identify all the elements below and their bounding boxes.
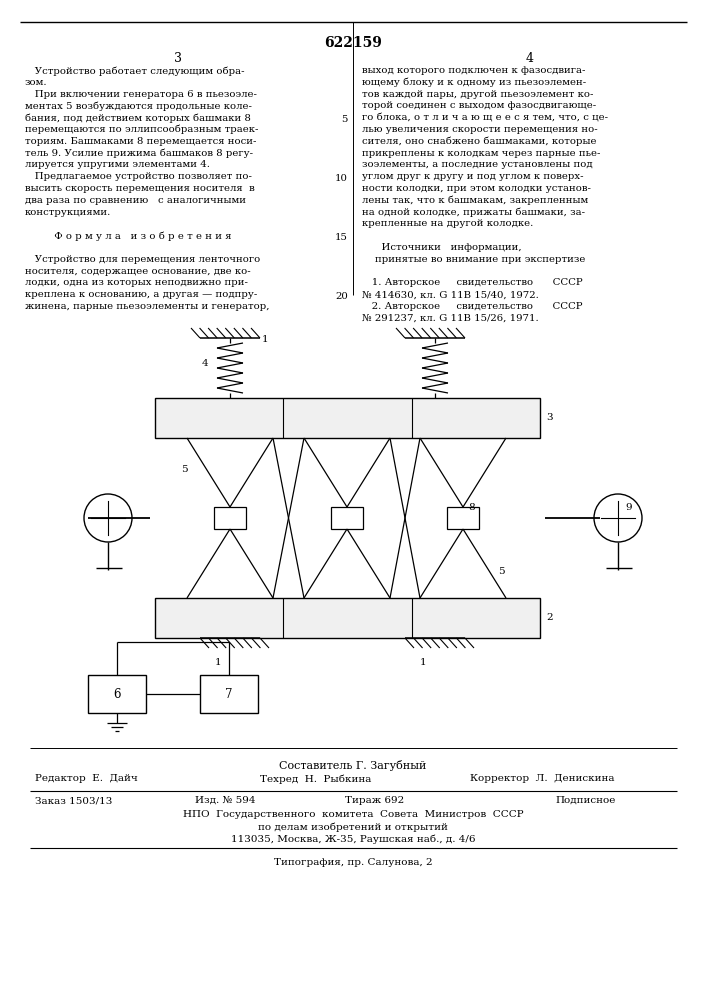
Text: выход которого подключен к фазосдвига-: выход которого подключен к фазосдвига-: [362, 66, 585, 75]
Text: Подписное: Подписное: [555, 796, 615, 805]
Text: Заказ 1503/13: Заказ 1503/13: [35, 796, 112, 805]
Text: на одной колодке, прижаты башмаки, за-: на одной колодке, прижаты башмаки, за-: [362, 208, 585, 217]
Text: торой соединен с выходом фазосдвигающе-: торой соединен с выходом фазосдвигающе-: [362, 101, 596, 110]
Text: лью увеличения скорости перемещения но-: лью увеличения скорости перемещения но-: [362, 125, 597, 134]
Text: зоэлементы, а последние установлены под: зоэлементы, а последние установлены под: [362, 160, 592, 169]
Text: Изд. № 594: Изд. № 594: [195, 796, 255, 805]
Text: Источники   информации,: Источники информации,: [362, 243, 522, 252]
Polygon shape: [155, 398, 540, 438]
Text: тель 9. Усилие прижима башмаков 8 регу-: тель 9. Усилие прижима башмаков 8 регу-: [25, 149, 253, 158]
Text: ющему блоку и к одному из пьезоэлемен-: ющему блоку и к одному из пьезоэлемен-: [362, 78, 586, 87]
Text: Устройство работает следующим обра-: Устройство работает следующим обра-: [25, 66, 245, 76]
Text: жинена, парные пьезоэлементы и генератор,: жинена, парные пьезоэлементы и генератор…: [25, 302, 269, 311]
Text: Ф о р м у л а   и з о б р е т е н и я: Ф о р м у л а и з о б р е т е н и я: [25, 231, 231, 241]
Polygon shape: [447, 507, 479, 529]
Text: сителя, оно снабжено башмаками, которые: сителя, оно снабжено башмаками, которые: [362, 137, 597, 146]
Text: го блока, о т л и ч а ю щ е е с я тем, что, с це-: го блока, о т л и ч а ю щ е е с я тем, ч…: [362, 113, 608, 122]
Text: 9: 9: [625, 504, 631, 512]
Text: перемещаются по эллипсообразным траек-: перемещаются по эллипсообразным траек-: [25, 125, 258, 134]
Text: Техред  Н.  Рыбкина: Техред Н. Рыбкина: [260, 774, 371, 784]
Text: лируется упругими элементами 4.: лируется упругими элементами 4.: [25, 160, 210, 169]
Text: 1: 1: [215, 658, 221, 667]
Text: 1: 1: [420, 658, 426, 667]
Polygon shape: [155, 598, 540, 638]
Text: лены так, что к башмакам, закрепленным: лены так, что к башмакам, закрепленным: [362, 196, 588, 205]
Polygon shape: [331, 507, 363, 529]
Polygon shape: [214, 507, 246, 529]
Text: 8: 8: [468, 504, 474, 512]
Text: 4: 4: [526, 52, 534, 65]
Text: 10: 10: [335, 174, 348, 183]
Text: 3: 3: [546, 414, 553, 422]
Text: креплена к основанию, а другая — подпру-: креплена к основанию, а другая — подпру-: [25, 290, 257, 299]
Text: бания, под действием которых башмаки 8: бания, под действием которых башмаки 8: [25, 113, 251, 123]
Text: 6: 6: [113, 688, 121, 700]
Text: 3: 3: [174, 52, 182, 65]
Text: 622159: 622159: [324, 36, 382, 50]
Text: 1: 1: [262, 335, 269, 344]
Text: 2. Авторское     свидетельство      СССР: 2. Авторское свидетельство СССР: [362, 302, 583, 311]
Text: ности колодки, при этом колодки установ-: ности колодки, при этом колодки установ-: [362, 184, 591, 193]
Text: ментах 5 возбуждаются продольные коле-: ментах 5 возбуждаются продольные коле-: [25, 101, 252, 111]
Text: тов каждой пары, другой пьезоэлемент ко-: тов каждой пары, другой пьезоэлемент ко-: [362, 90, 593, 99]
Text: Устройство для перемещения ленточного: Устройство для перемещения ленточного: [25, 255, 260, 264]
Text: 20: 20: [335, 292, 348, 301]
Text: 113035, Москва, Ж-35, Раушская наб., д. 4/6: 113035, Москва, Ж-35, Раушская наб., д. …: [230, 834, 475, 844]
Text: носителя, содержащее основание, две ко-: носителя, содержащее основание, две ко-: [25, 267, 250, 276]
Text: углом друг к другу и под углом к поверх-: углом друг к другу и под углом к поверх-: [362, 172, 583, 181]
Text: Корректор  Л.  Денискина: Корректор Л. Денискина: [470, 774, 614, 783]
Text: 4: 4: [201, 360, 208, 368]
Text: конструкциями.: конструкциями.: [25, 208, 112, 217]
Text: 15: 15: [335, 233, 348, 242]
Text: Редактор  Е.  Дайч: Редактор Е. Дайч: [35, 774, 138, 783]
Text: № 291237, кл. G 11B 15/26, 1971.: № 291237, кл. G 11B 15/26, 1971.: [362, 314, 539, 323]
Text: зом.: зом.: [25, 78, 47, 87]
Text: При включении генератора 6 в пьезоэле-: При включении генератора 6 в пьезоэле-: [25, 90, 257, 99]
Text: Предлагаемое устройство позволяет по-: Предлагаемое устройство позволяет по-: [25, 172, 252, 181]
Text: высить скорость перемещения носителя  в: высить скорость перемещения носителя в: [25, 184, 255, 193]
Text: 5: 5: [498, 568, 505, 576]
Text: 1. Авторское     свидетельство      СССР: 1. Авторское свидетельство СССР: [362, 278, 583, 287]
Text: 2: 2: [546, 613, 553, 622]
Text: принятые во внимание при экспертизе: принятые во внимание при экспертизе: [362, 255, 585, 264]
Text: НПО  Государственного  комитета  Совета  Министров  СССР: НПО Государственного комитета Совета Мин…: [182, 810, 523, 819]
Text: Составитель Г. Загубный: Составитель Г. Загубный: [279, 760, 427, 771]
Text: 7: 7: [226, 688, 233, 700]
Text: ториям. Башмаками 8 перемещается носи-: ториям. Башмаками 8 перемещается носи-: [25, 137, 257, 146]
Text: прикреплены к колодкам через парные пье-: прикреплены к колодкам через парные пье-: [362, 149, 600, 158]
Text: крепленные на другой колодке.: крепленные на другой колодке.: [362, 219, 533, 228]
Text: лодки, одна из которых неподвижно при-: лодки, одна из которых неподвижно при-: [25, 278, 248, 287]
Text: 5: 5: [182, 466, 188, 475]
Text: по делам изобретений и открытий: по делам изобретений и открытий: [258, 822, 448, 832]
Text: 5: 5: [341, 115, 348, 124]
Text: Тираж 692: Тираж 692: [345, 796, 404, 805]
Text: Типография, пр. Салунова, 2: Типография, пр. Салунова, 2: [274, 858, 432, 867]
Text: два раза по сравнению   с аналогичными: два раза по сравнению с аналогичными: [25, 196, 246, 205]
Text: № 414630, кл. G 11B 15/40, 1972.: № 414630, кл. G 11B 15/40, 1972.: [362, 290, 539, 299]
